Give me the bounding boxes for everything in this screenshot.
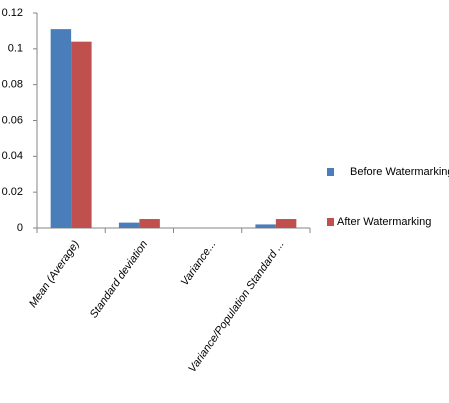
bar (71, 41, 92, 228)
y-tick-label: 0.02 (2, 186, 23, 198)
y-tick-label: 0.08 (2, 79, 23, 91)
x-tick-label: Standard deviation (88, 239, 150, 321)
y-tick-label: 0.12 (2, 7, 23, 19)
legend-swatch (327, 218, 334, 226)
legend-label: After Watermarking (337, 216, 431, 228)
y-tick-label: 0.04 (2, 150, 23, 162)
bar (255, 224, 276, 228)
y-tick-label: 0 (17, 222, 23, 234)
bar (139, 219, 160, 228)
x-tick-label: Variance... (179, 239, 219, 289)
y-tick-label: 0.1 (8, 43, 23, 55)
x-tick-label: Mean (Average) (27, 238, 82, 310)
legend-label: Before Watermarking (350, 166, 449, 178)
legend-swatch (327, 168, 334, 176)
bar (275, 219, 297, 228)
y-tick-label: 0.06 (2, 114, 23, 126)
bar (118, 222, 140, 228)
bar (50, 29, 72, 228)
